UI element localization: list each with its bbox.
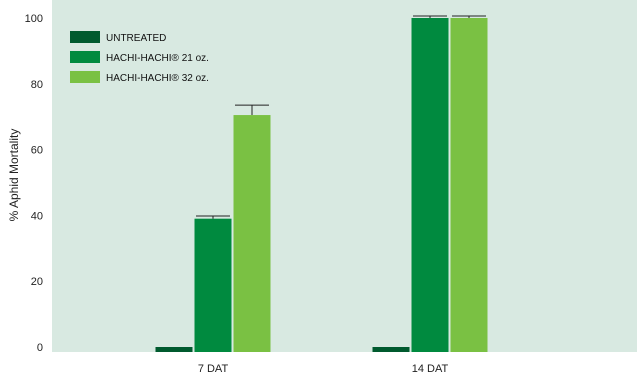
bar-7-dat-untreated: [155, 347, 193, 352]
bar-7-dat-hachi-hachi-32-oz: [233, 115, 271, 353]
bar-14-dat-untreated: [372, 347, 410, 352]
y-tick-label-60: 60: [31, 145, 43, 157]
bar-14-dat-hachi-hachi-21-oz: [411, 18, 449, 352]
x-tick-label-7-dat: 7 DAT: [198, 363, 229, 375]
legend-swatch-untreated: [70, 31, 100, 43]
legend: UNTREATED HACHI-HACHI® 21 oz. HACHI-HACHI®…: [70, 31, 209, 84]
y-tick-label-100: 100: [25, 13, 43, 25]
y-tick-label-80: 80: [31, 79, 43, 91]
legend-label-hachi-hachi-32-oz: HACHI-HACHI® 32 oz.: [106, 73, 209, 84]
legend-label-hachi-hachi-21-oz: HACHI-HACHI® 21 oz.: [106, 53, 209, 64]
bar-7-dat-hachi-hachi-21-oz: [194, 218, 232, 352]
legend-swatch-hachi-hachi-21-oz: [70, 51, 100, 63]
plot-background: [52, 0, 637, 352]
x-tick-label-14-dat: 14 DAT: [412, 363, 449, 375]
y-tick-label-40: 40: [31, 210, 43, 222]
y-tick-label-20: 20: [31, 276, 43, 288]
bar-14-dat-hachi-hachi-32-oz: [450, 18, 488, 352]
bars: [155, 15, 488, 353]
y-axis-ticks: 0 20 40 60 80 100: [25, 13, 43, 354]
y-axis-label: % Aphid Mortality: [7, 129, 21, 222]
x-axis-ticks: 7 DAT 14 DAT: [198, 363, 449, 375]
legend-label-untreated: UNTREATED: [106, 33, 166, 44]
y-tick-label-0: 0: [37, 342, 43, 354]
legend-swatch-hachi-hachi-32-oz: [70, 71, 100, 83]
